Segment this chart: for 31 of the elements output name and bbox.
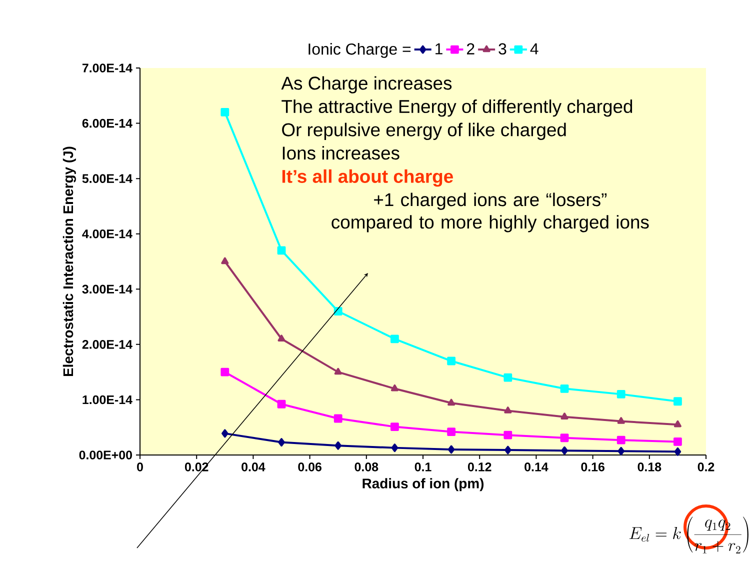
annotation: Or repulsive energy of like charged (282, 122, 566, 140)
y-tick-label: 2.00E-14 (82, 340, 132, 349)
legend-label: 2 (466, 43, 474, 54)
x-tick-label: 0.16 (581, 462, 604, 472)
x-tick-label: 0.2 (698, 462, 714, 472)
annotation: It’s all about charge (282, 169, 453, 187)
y-tick-label: 5.00E-14 (82, 174, 132, 183)
y-tick-label: 7.00E-14 (82, 64, 132, 72)
y-axis-title: Electrostatic Interaction Energy (J) (62, 146, 76, 376)
y-tick-label: 0.00E+00 (79, 450, 132, 460)
legend-label: 3 (498, 43, 506, 55)
x-tick-label: 0.08 (354, 462, 378, 472)
x-tick-label: 0.18 (638, 462, 662, 472)
x-tick-label: 0 (137, 462, 143, 472)
legend-title: Ionic Charge = (308, 43, 411, 58)
annotation: As Charge increases (281, 76, 452, 94)
y-tick-label: 3.00E-14 (82, 284, 132, 294)
y-tick-label: 4.00E-14 (82, 229, 132, 238)
annotation: Ions increases (282, 146, 400, 160)
x-axis-title: Radius of ion (pm) (362, 478, 484, 492)
x-tick-label: 0.14 (524, 462, 548, 472)
legend-label: 1 (436, 43, 442, 54)
y-tick-label: 1.00E-14 (82, 395, 132, 404)
annotation: +1 charged ions are “losers” compared to more highly charged ions (332, 192, 649, 232)
legend-label: 4 (530, 43, 538, 54)
x-tick-label: 0.1 (414, 462, 432, 472)
y-tick-label: 6.00E-14 (82, 118, 132, 128)
x-tick-label: 0.12 (468, 462, 492, 472)
x-tick-label: 0.06 (298, 462, 322, 472)
annotation: The attractive Energy of differently charged (282, 99, 632, 117)
x-tick-label: 0.04 (242, 462, 266, 472)
